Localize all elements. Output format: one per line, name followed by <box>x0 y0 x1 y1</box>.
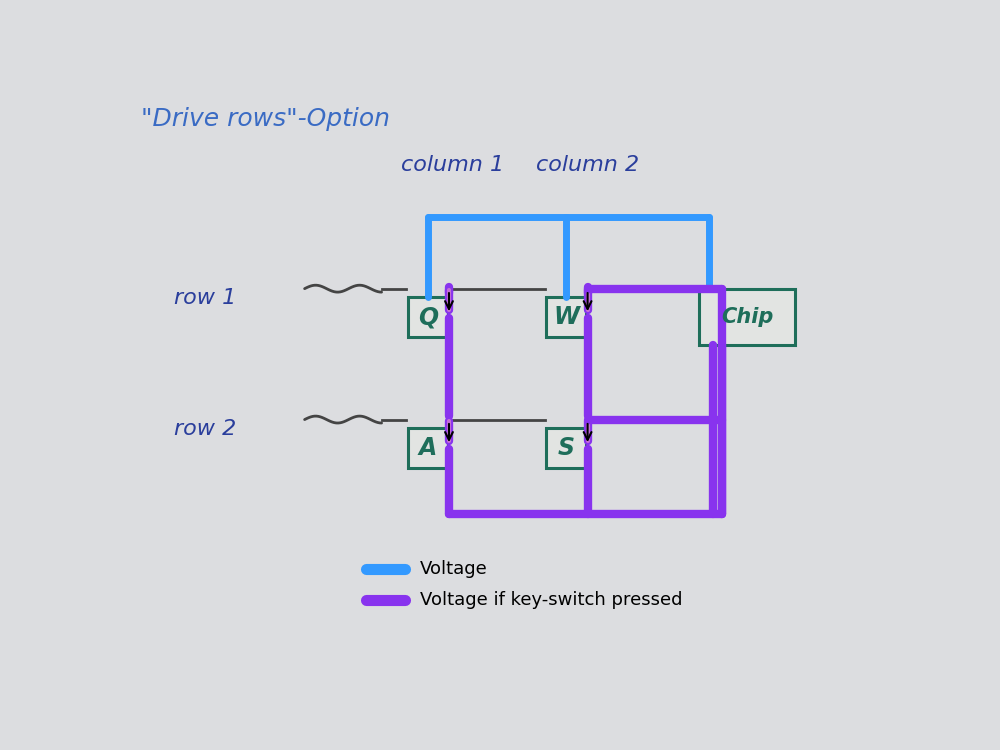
Bar <box>408 428 448 468</box>
Text: column 1: column 1 <box>401 154 504 175</box>
Bar <box>546 428 586 468</box>
Text: row 1: row 1 <box>174 288 236 308</box>
Bar <box>546 297 586 338</box>
Text: W: W <box>553 305 579 329</box>
Text: row 2: row 2 <box>174 419 236 439</box>
Text: "Drive rows"-Option: "Drive rows"-Option <box>141 107 390 131</box>
Text: Voltage if key-switch pressed: Voltage if key-switch pressed <box>420 591 683 609</box>
Text: Q: Q <box>418 305 438 329</box>
Text: S: S <box>558 436 575 460</box>
Text: Voltage: Voltage <box>420 560 488 578</box>
Bar <box>408 297 448 338</box>
Bar <box>699 290 795 345</box>
Text: Chip: Chip <box>721 308 774 327</box>
Text: A: A <box>419 436 437 460</box>
Text: column 2: column 2 <box>536 154 639 175</box>
